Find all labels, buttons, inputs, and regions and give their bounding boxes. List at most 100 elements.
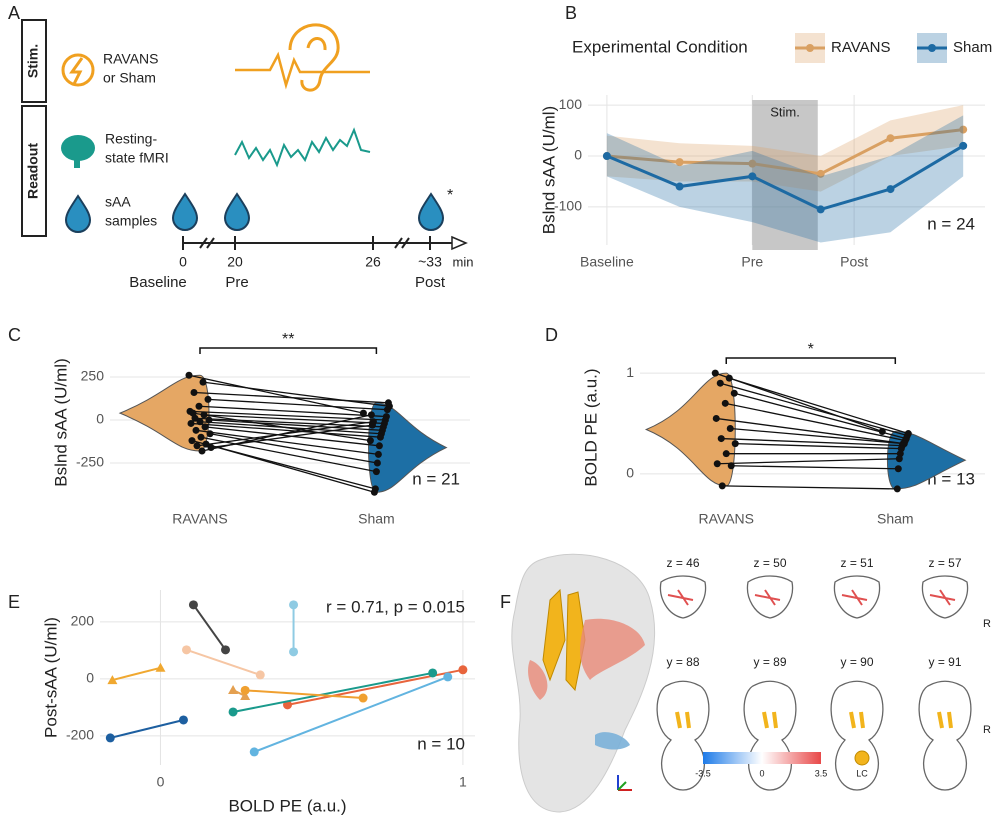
slice-label: z = 46	[666, 556, 699, 570]
point	[375, 442, 383, 450]
saa-text: samples	[105, 213, 157, 229]
y-axis-label: Bslnd sAA (U/ml)	[539, 106, 558, 234]
point	[155, 662, 166, 672]
line	[606, 144, 964, 212]
n-label: n = 21	[412, 469, 460, 488]
lc-legend	[854, 750, 870, 766]
violin	[644, 372, 736, 487]
point	[228, 685, 239, 695]
point	[725, 374, 733, 382]
point	[240, 691, 251, 701]
timeline-label: Baseline	[129, 274, 187, 291]
point	[458, 665, 468, 675]
slice-label: y = 90	[840, 655, 873, 669]
point	[198, 447, 206, 455]
row-box	[21, 105, 47, 237]
row-label: Readout	[25, 143, 41, 199]
ear-icon	[306, 37, 327, 51]
x-tick-label: Baseline	[580, 254, 634, 270]
point	[895, 455, 903, 463]
sig-bracket	[199, 347, 378, 354]
sig-label: **	[282, 331, 294, 348]
activation-render	[595, 732, 630, 750]
panel-f: z = 46 z = 50 z = 51 z = 57 y = 88 y = 8…	[511, 553, 991, 813]
pair-line	[721, 437, 903, 447]
chart: -250 0 250 Bslnd sAA (U/ml) n = 21 RAVANS Sham…	[51, 331, 470, 527]
slice-activation	[754, 589, 781, 606]
slice-label: y = 91	[928, 655, 961, 669]
panel-label: E	[8, 592, 20, 612]
panel-label: C	[8, 325, 21, 345]
point	[713, 460, 721, 468]
slice-activation	[667, 589, 694, 606]
pair-line	[201, 414, 372, 452]
pair-line	[722, 485, 898, 490]
pair-line	[735, 442, 902, 450]
y-tick-label: 0	[626, 465, 634, 481]
y-tick-label: 200	[71, 613, 95, 629]
stim-text: RAVANS	[103, 51, 159, 67]
x-tick-label: 0	[157, 774, 165, 790]
colorbar-label: -3.5	[695, 768, 711, 778]
pair-line	[190, 422, 381, 438]
timeline-arrow	[451, 235, 468, 251]
slice-outline	[656, 680, 710, 791]
stim-wave	[235, 51, 370, 90]
timeline-ticks	[182, 236, 431, 250]
panel-label: F	[500, 592, 511, 612]
point	[376, 433, 384, 441]
pair-line	[205, 443, 375, 493]
slice-outline	[918, 680, 972, 791]
point	[748, 172, 757, 181]
point	[367, 411, 375, 419]
fmri-wave	[234, 127, 371, 168]
point	[816, 205, 825, 214]
slice-label: z = 50	[753, 556, 786, 570]
brain-icon	[74, 158, 80, 168]
line	[186, 648, 261, 676]
point	[240, 685, 250, 695]
timeline-tick: ~33	[418, 254, 442, 270]
point	[199, 378, 207, 386]
pair-line	[208, 419, 383, 431]
y-tick-label: -250	[76, 454, 104, 470]
point	[366, 437, 374, 445]
x-tick-label: Pre	[741, 254, 763, 270]
point	[289, 647, 299, 657]
line	[192, 604, 227, 651]
legend-swatch	[806, 44, 814, 52]
slice-outline	[743, 680, 797, 791]
point	[894, 465, 902, 473]
panel-label: D	[545, 325, 558, 345]
point	[602, 152, 611, 161]
point	[289, 600, 299, 610]
point	[718, 482, 726, 490]
point	[105, 733, 115, 743]
pair-line	[729, 377, 909, 435]
row-box	[21, 19, 47, 103]
point	[893, 485, 901, 493]
y-tick-label: 1	[626, 364, 634, 380]
point	[187, 419, 195, 427]
timeline-tick: 26	[365, 254, 381, 270]
chart: -200 0 200 0 1 Post-sAA (U/ml) BOLD PE (a.u.) n…	[41, 590, 475, 815]
point	[185, 371, 193, 379]
point	[368, 421, 376, 429]
timeline-unit: min	[453, 254, 474, 269]
point	[717, 435, 725, 443]
stim-icon	[61, 53, 95, 87]
point	[195, 402, 203, 410]
point	[959, 125, 968, 134]
fmri-text: state fMRI	[105, 150, 169, 166]
y-axis-label: Bslnd sAA (U/ml)	[51, 358, 70, 486]
point	[726, 425, 734, 433]
slice-label: y = 89	[753, 655, 786, 669]
x-tick-label: 1	[459, 774, 467, 790]
sig-bracket	[725, 357, 897, 364]
point	[178, 715, 188, 725]
point	[204, 395, 212, 403]
point	[886, 134, 895, 143]
slice-outline	[830, 680, 884, 791]
stim-icon	[69, 57, 84, 85]
slice-activation	[937, 711, 953, 729]
